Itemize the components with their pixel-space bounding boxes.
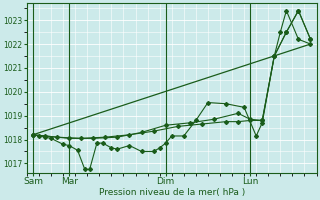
X-axis label: Pression niveau de la mer( hPa ): Pression niveau de la mer( hPa )	[99, 188, 245, 197]
